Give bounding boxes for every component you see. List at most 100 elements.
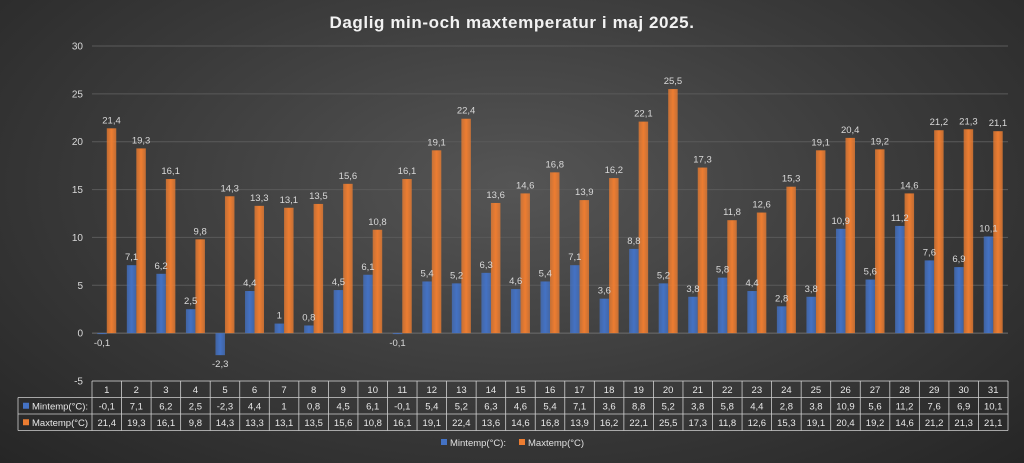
data-label: 16,8 — [546, 159, 565, 170]
data-label: 20,4 — [841, 125, 860, 136]
bar-min — [688, 296, 698, 334]
table-cell: 9,8 — [189, 418, 202, 429]
bar-min — [983, 236, 994, 334]
legend: Mintemp(°C): Maxtemp(°C) — [441, 438, 584, 449]
data-label: 5,4 — [539, 268, 552, 279]
table-cell: 16,2 — [600, 418, 619, 429]
bar-min — [510, 289, 521, 334]
data-label: -0,1 — [389, 338, 405, 349]
table-cell: 16,1 — [393, 418, 412, 429]
bar-min — [274, 323, 285, 334]
bar-max — [136, 148, 146, 334]
y-tick-label: -5 — [74, 377, 83, 388]
x-tick-label: 30 — [958, 385, 969, 396]
data-label: 25,5 — [664, 76, 683, 87]
bar-min — [422, 281, 432, 334]
table-cell: 0,8 — [307, 401, 320, 412]
bar-max — [638, 121, 649, 334]
data-label: 16,1 — [398, 166, 417, 177]
data-label: 16,2 — [605, 165, 624, 176]
bar-max — [431, 150, 442, 334]
bar-min — [629, 248, 639, 334]
bar-min — [245, 291, 255, 334]
bar-min — [392, 333, 403, 335]
table-cell: 13,1 — [275, 418, 294, 429]
data-label: 19,1 — [811, 137, 830, 148]
table-cell: 5,6 — [868, 401, 881, 412]
bars — [97, 89, 1003, 356]
data-label: 12,6 — [752, 200, 771, 211]
bar-min — [924, 260, 935, 334]
table-cell: 17,3 — [688, 418, 707, 429]
data-table: 1 2 3 4 5 6 7 8 9 10 11 12 13 14 15 16 17 18 19 20 21 22 23 24 2… — [17, 380, 1009, 431]
bar-max — [343, 183, 353, 334]
table-series-name: Maxtemp(°C) — [32, 418, 88, 429]
x-tick-label: 8 — [311, 385, 316, 396]
table-cell: 5,2 — [662, 401, 675, 412]
table-cell: 21,1 — [984, 418, 1003, 429]
table-cell: -0,1 — [394, 401, 410, 412]
x-tick-label: 1 — [104, 385, 109, 396]
data-label: 9,8 — [194, 226, 207, 237]
data-label: 11,2 — [891, 213, 909, 224]
data-label: 11,8 — [723, 207, 741, 218]
x-tick-label: 3 — [163, 385, 168, 396]
bar-min — [776, 306, 787, 334]
bar-min — [954, 267, 964, 334]
data-label: 2,5 — [184, 296, 197, 307]
bar-max — [224, 196, 235, 334]
table-cell: 4,4 — [750, 401, 763, 412]
x-tick-label: 31 — [988, 385, 999, 396]
data-label: 4,4 — [745, 278, 758, 289]
data-label: 4,4 — [243, 278, 256, 289]
data-label: 6,1 — [361, 262, 374, 273]
data-label: 15,6 — [339, 171, 358, 182]
table-cell: 25,5 — [659, 418, 678, 429]
bar-max — [461, 118, 471, 334]
data-label: 16,1 — [161, 166, 180, 177]
x-tick-label: 7 — [281, 385, 286, 396]
table-cell: 3,6 — [602, 401, 615, 412]
bar-min — [658, 283, 669, 334]
y-axis: -5 0 5 10 15 20 25 30 — [72, 42, 84, 388]
table-cell: 21,2 — [925, 418, 944, 429]
x-tick-label: 24 — [781, 385, 792, 396]
data-label: 21,3 — [959, 116, 978, 127]
table-cell: 16,8 — [541, 418, 560, 429]
x-tick-label: 2 — [134, 385, 139, 396]
data-label: 5,4 — [420, 268, 433, 279]
data-label: 7,1 — [568, 252, 581, 263]
x-tick-label: 18 — [604, 385, 615, 396]
data-labels: -0,17,16,22,5-2,34,41 0,84,56,1-0,15,4 5,2… — [94, 76, 1007, 370]
bar-max — [727, 220, 737, 334]
data-label: 21,1 — [989, 118, 1008, 129]
bar-min — [865, 279, 876, 334]
table-series-name: Mintemp(°C): — [32, 401, 88, 412]
y-tick-label: 15 — [72, 185, 84, 196]
y-tick-label: 10 — [72, 233, 84, 244]
table-cell: 12,6 — [748, 418, 767, 429]
bar-max — [550, 172, 560, 334]
table-cell: 7,1 — [573, 401, 586, 412]
table-cell: 5,8 — [721, 401, 734, 412]
table-cell: 2,8 — [780, 401, 793, 412]
data-label: 10,1 — [979, 223, 998, 234]
table-cell: 10,8 — [363, 418, 382, 429]
table-cell: 7,1 — [130, 401, 143, 412]
table-cell: 1 — [281, 401, 286, 412]
data-label: 7,1 — [125, 252, 138, 263]
x-tick-label: 21 — [692, 385, 703, 396]
x-tick-label: 23 — [752, 385, 763, 396]
data-label: 17,3 — [693, 155, 712, 166]
table-cell: 4,6 — [514, 401, 527, 412]
table-cell: 11,2 — [896, 401, 914, 412]
data-label: 14,6 — [516, 180, 535, 191]
data-label: 6,2 — [155, 261, 168, 272]
table-cell: 10,9 — [836, 401, 855, 412]
table-cell: 14,3 — [216, 418, 235, 429]
bar-max — [875, 149, 885, 334]
data-label: 5,2 — [657, 270, 670, 281]
bar-min — [835, 228, 846, 334]
table-cell: 22,4 — [452, 418, 471, 429]
data-label: 4,5 — [332, 277, 345, 288]
